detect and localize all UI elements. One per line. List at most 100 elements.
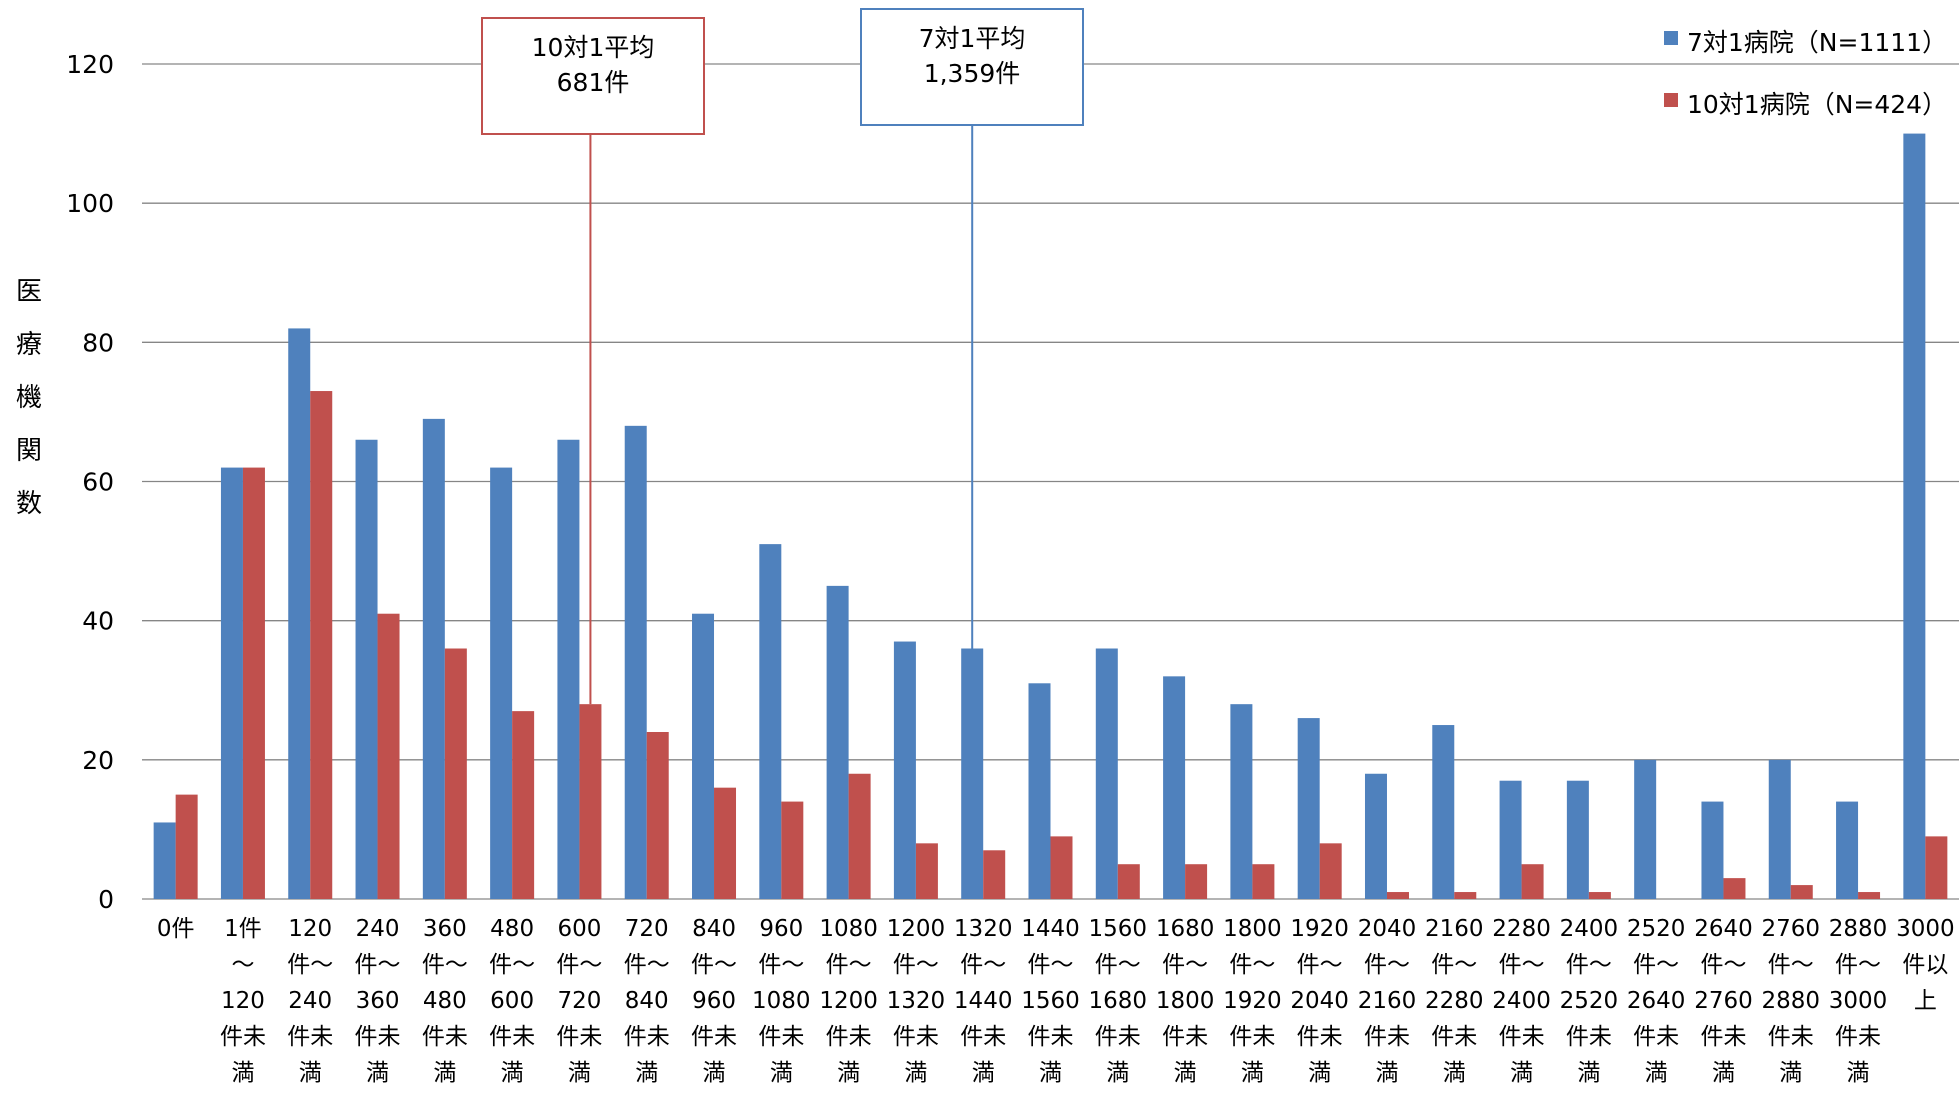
x-tick-label: 2280 件～ 2400 件未満: [1492, 916, 1551, 1086]
x-tick-label: 1320 件～ 1440 件未満: [954, 916, 1013, 1086]
x-tick-label: 360 件～ 480 件未満: [422, 916, 468, 1086]
x-axis-tick-labels: 0件 1件～ 120 件未満 120 件～ 240 件未満 240 件～ 360 件未満 360 件～ 48…: [157, 916, 1955, 1086]
x-tick-label: 240 件～ 360 件未満: [355, 916, 401, 1086]
x-tick-label: 1440 件～ 1560 件未満: [1021, 916, 1080, 1086]
bar-series-1: [759, 544, 782, 899]
x-tick-label: 2520 件～ 2640 件未満: [1627, 916, 1686, 1086]
y-tick-label: 120: [66, 50, 114, 79]
x-tick-label: 2640 件～ 2760 件未満: [1694, 916, 1753, 1086]
bar-series-2: [1386, 892, 1409, 899]
legend-label: 7対1病院（N=1111）: [1687, 28, 1947, 57]
bar-series-1: [1499, 780, 1522, 899]
bar-series-1: [1095, 648, 1118, 899]
bar-series-1: [1634, 759, 1657, 899]
bar-series-1: [1163, 676, 1186, 899]
annotation-text: 10対1平均 681件: [532, 33, 655, 97]
x-tick-label: 2880 件～ 3000 件未満: [1829, 916, 1888, 1086]
bar-series-2: [444, 648, 467, 899]
x-tick-label: 2400 件～ 2520 件未満: [1560, 916, 1619, 1086]
x-tick-label: 1560 件～ 1680 件未満: [1089, 916, 1148, 1086]
bar-series-2: [1454, 892, 1477, 899]
bar-series-2: [983, 850, 1006, 899]
x-tick-label: 1080 件～ 1200 件未満: [819, 916, 878, 1086]
bar-series-2: [242, 467, 265, 899]
bar-series-1: [1768, 759, 1791, 899]
x-tick-label: 600 件～ 720 件未満: [556, 916, 602, 1086]
annotations: 10対1平均 681件 7対1平均 1,359件: [481, 8, 1084, 705]
bar-series-2: [1790, 885, 1813, 899]
bar-series-2: [714, 787, 737, 899]
bar-series-1: [1230, 704, 1253, 899]
bar-series-1: [490, 467, 513, 899]
x-tick-label: 1200 件～ 1320 件未満: [887, 916, 946, 1086]
x-tick-label: 720 件～ 840 件未満: [624, 916, 670, 1086]
x-tick-label: 480 件～ 600 件未満: [489, 916, 535, 1086]
bar-series-2: [1723, 878, 1746, 899]
x-tick-label: 0件: [157, 916, 195, 942]
bar-series-2: [1117, 864, 1140, 899]
bar-series-2: [512, 711, 535, 899]
bar-series-1: [220, 467, 243, 899]
x-tick-label: 2760 件～ 2880 件未満: [1761, 916, 1820, 1086]
bar-series-1: [1364, 773, 1387, 899]
bar-series-1: [288, 328, 311, 900]
x-tick-label: 1800 件～ 1920 件未満: [1223, 916, 1282, 1086]
bar-series-2: [377, 613, 400, 899]
bar-series-1: [1566, 780, 1589, 899]
bar-series-1: [1297, 718, 1320, 899]
bar-series-2: [1588, 892, 1611, 899]
y-tick-label: 60: [82, 468, 114, 497]
y-tick-label: 80: [82, 328, 114, 357]
bar-series-1: [153, 822, 176, 899]
bar-series-1: [1028, 683, 1051, 899]
bar-series-2: [781, 801, 804, 899]
annotation-text: 7対1平均 1,359件: [919, 24, 1026, 88]
bar-series-2: [646, 732, 669, 899]
bar-series-2: [1858, 892, 1881, 899]
bars: [153, 133, 1948, 900]
bar-series-1: [961, 648, 984, 899]
x-tick-label: 1920 件～ 2040 件未満: [1290, 916, 1349, 1086]
legend: 7対1病院（N=1111） 10対1病院（N=424）: [1664, 28, 1947, 119]
bar-series-2: [1521, 864, 1544, 899]
x-tick-label: 2160 件～ 2280 件未満: [1425, 916, 1484, 1086]
bar-series-1: [355, 439, 378, 899]
bar-series-2: [915, 843, 938, 899]
bar-series-2: [1925, 836, 1948, 899]
bar-series-1: [1836, 801, 1859, 899]
y-tick-label: 40: [82, 607, 114, 636]
bar-series-1: [1903, 133, 1926, 900]
annotation-box: [481, 17, 705, 135]
bar-series-1: [893, 641, 916, 899]
bar-series-1: [422, 418, 445, 899]
legend-swatch: [1664, 93, 1678, 107]
bar-series-2: [310, 391, 333, 899]
y-tick-label: 20: [82, 746, 114, 775]
x-tick-label: 3000 件以上: [1896, 916, 1955, 1014]
bar-series-1: [557, 439, 580, 899]
legend-label: 10対1病院（N=424）: [1687, 90, 1947, 119]
bar-series-1: [1701, 801, 1724, 899]
bar-series-2: [579, 704, 602, 899]
y-tick-label: 0: [98, 885, 114, 914]
bar-series-2: [848, 773, 871, 899]
y-tick-label: 100: [66, 189, 114, 218]
x-tick-label: 2040 件～ 2160 件未満: [1358, 916, 1417, 1086]
y-axis-title: 医療機関数: [16, 277, 42, 519]
x-tick-label: 1件～ 120 件未満: [220, 916, 266, 1086]
bar-series-2: [175, 794, 198, 899]
bar-series-2: [1185, 864, 1208, 899]
y-axis-tick-labels: 0 20 40 60 80 100 120: [66, 50, 114, 914]
x-tick-label: 120 件～ 240 件未満: [287, 916, 333, 1086]
y-axis-label: 医療機関数: [16, 277, 42, 519]
bar-series-1: [624, 425, 647, 899]
x-tick-label: 960 件～ 1080 件未満: [752, 916, 811, 1086]
x-tick-label: 1680 件～ 1800 件未満: [1156, 916, 1215, 1086]
x-tick-label: 840 件～ 960 件未満: [691, 916, 737, 1086]
annotation-box: [860, 8, 1084, 126]
bar-series-1: [1432, 725, 1455, 899]
bar-series-2: [1050, 836, 1073, 899]
bar-series-2: [1252, 864, 1275, 899]
bar-series-2: [1319, 843, 1342, 899]
